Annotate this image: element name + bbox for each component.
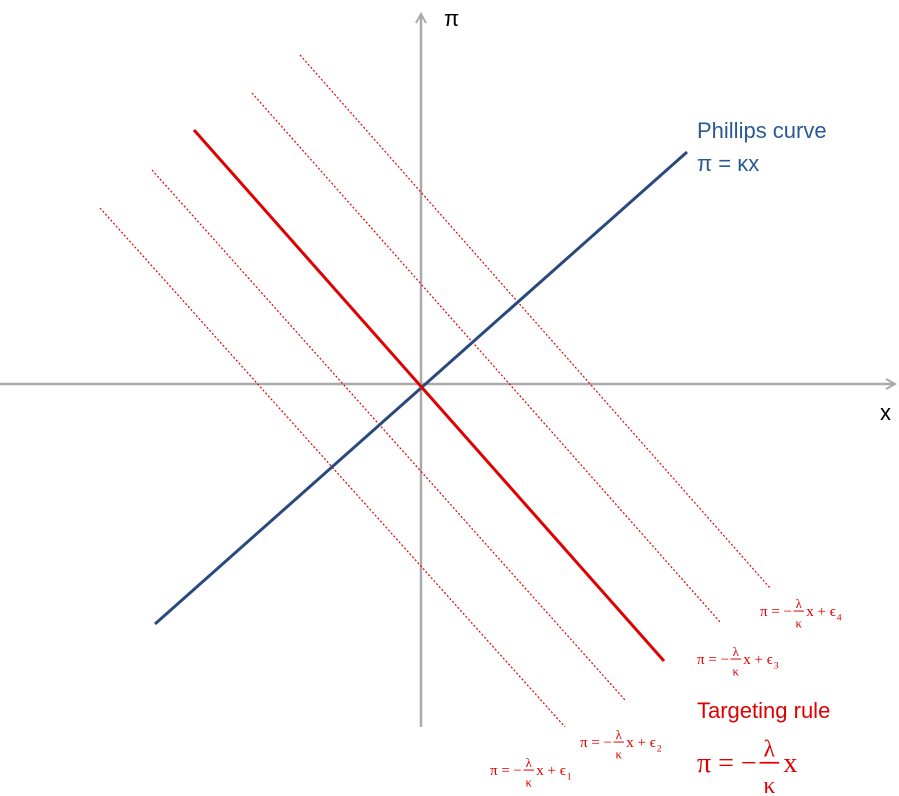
equation-rhs: x + ϵ [743,652,773,668]
fraction-numerator: λ [796,597,803,611]
fraction-denominator: κ [763,773,775,796]
equation-subscript: 4 [837,613,842,624]
y-axis-label: π [444,6,459,31]
fraction-numerator: λ [526,756,533,770]
equation-lhs: π = − [580,735,612,751]
fraction-numerator: λ [616,728,623,742]
targeting-rule-name: Targeting rule [697,698,830,723]
fraction-denominator: κ [733,664,740,678]
equations: π = −λκx + ϵ 1π = −λκx + ϵ 2π = −λκx + ϵ 3π… [490,597,842,796]
equation-rhs: x [783,748,797,779]
fraction-numerator: λ [733,645,740,659]
shifted-rule-line [251,92,721,623]
equation-lhs: π = − [697,652,729,668]
equation-lhs: π = − [490,763,522,779]
equation-lhs: π = − [760,604,792,620]
equation-rhs: x + ϵ [626,735,656,751]
fraction-denominator: κ [616,747,623,761]
equation-subscript: 1 [567,772,572,783]
shifted-rule-lines [99,54,771,728]
equation-rhs: x + ϵ [806,604,836,620]
phillips-curve-equation: π = κx [697,151,759,176]
fraction-denominator: κ [526,775,533,789]
x-axis-label: x [880,400,891,425]
fraction-denominator: κ [796,616,803,630]
phillips-curve-name: Phillips curve [697,118,827,143]
fraction-numerator: λ [764,737,776,763]
shifted-rule-line [299,54,771,589]
equation-subscript: 3 [774,661,779,672]
equation-lhs: π = − [697,748,757,779]
targeting-rule-line [192,129,666,662]
equation-rhs: x + ϵ [536,763,566,779]
equation-subscript: 2 [657,744,662,755]
